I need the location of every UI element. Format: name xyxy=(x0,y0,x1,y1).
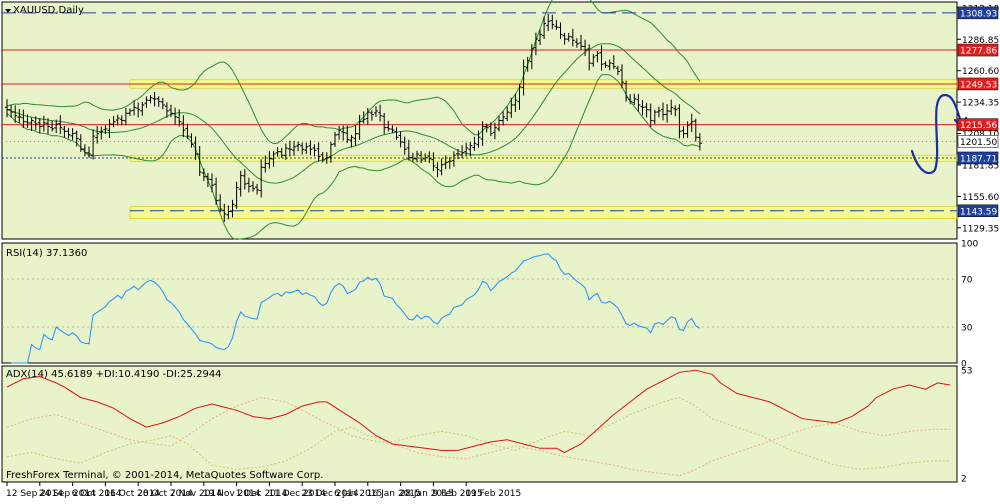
rsi-tick-label: 0 xyxy=(961,360,967,370)
time-tick-label: 16 Jan 2015 xyxy=(367,489,421,499)
adx-tick-label: 2 xyxy=(961,474,967,484)
bollinger-middle xyxy=(6,43,701,184)
price-bars xyxy=(5,13,702,223)
level-badge xyxy=(957,135,999,148)
level-label: 1249.53 xyxy=(960,80,997,90)
rsi-title: RSI(14) 37.1360 xyxy=(6,248,87,259)
level-label: 1308.93 xyxy=(960,9,997,19)
adx-title: ADX(14) 45.6189 +DI:10.4190 -DI:25.2944 xyxy=(6,369,222,380)
level-badge xyxy=(957,151,999,165)
time-tick-label: 6 Oct 2014 xyxy=(72,489,122,499)
time-tick-label: 19 Nov 2014 xyxy=(203,489,261,499)
level-label: 1215.56 xyxy=(960,121,997,131)
time-tick-label: 11 Dec 2014 xyxy=(268,489,326,499)
level-label: 1143.59 xyxy=(960,207,997,217)
time-tick-label: 1 Dec 2014 xyxy=(236,489,288,499)
time-tick-label: 24 Sep 2014 xyxy=(39,489,96,499)
highlight-zone xyxy=(129,206,959,219)
time-tick-label: 28 Oct 2014 xyxy=(137,489,193,499)
price-chart-title: XAUUSD,Daily xyxy=(13,5,84,16)
di-plus-line xyxy=(6,397,950,470)
price-tick-label: 1181.85 xyxy=(962,161,999,171)
time-tick-label: 7 Nov 2014 xyxy=(170,489,222,499)
time-tick-label: 23 Dec 2014 xyxy=(301,489,359,499)
rsi-tick-label: 70 xyxy=(961,276,973,286)
price-tick-label: 1286.85 xyxy=(962,36,999,46)
level-label: 1201.50 xyxy=(960,138,997,148)
level-labels: 1308.93 1277.86 1249.53 1215.56 1201.50 1187.… xyxy=(957,6,999,218)
price-tick-label: 1208.10 xyxy=(962,130,999,140)
level-label: 1277.86 xyxy=(960,47,997,57)
time-tick-label: 6 Jan 2015 xyxy=(334,489,382,499)
level-badge xyxy=(957,6,999,20)
copyright-footer: FreshForex Terminal, © 2001-2014, MetaQu… xyxy=(6,470,323,481)
rsi-panel-background xyxy=(1,242,958,364)
bollinger-bands xyxy=(6,0,701,241)
price-tick-label: 1155.60 xyxy=(962,193,999,203)
level-badge xyxy=(957,204,999,218)
rsi-tick-label: 100 xyxy=(961,240,978,250)
adx-line xyxy=(6,369,951,454)
adx-panel: 53 2 xyxy=(6,367,972,484)
price-tick-label: 1260.60 xyxy=(962,67,999,77)
bollinger-upper xyxy=(6,0,701,145)
rsi-line xyxy=(11,253,701,364)
adx-tick-label: 53 xyxy=(961,367,972,377)
level-label: 1187.71 xyxy=(960,154,997,164)
level-badge xyxy=(957,118,999,131)
time-tick-label: 16 Oct 2014 xyxy=(104,489,160,499)
level-badge xyxy=(957,43,999,57)
time-tick-label: 9 Feb 2015 xyxy=(432,489,482,499)
price-tick-label: 1129.35 xyxy=(962,224,999,234)
level-badge xyxy=(957,77,999,91)
adx-panel-background xyxy=(1,365,958,483)
price-tick-label: 1234.35 xyxy=(962,99,999,109)
di-minus-line xyxy=(6,397,950,477)
rsi-panel: 100 70 30 0 xyxy=(2,240,978,370)
time-tick-label: 28 Jan 2015 xyxy=(400,489,454,499)
horizontal-levels xyxy=(2,12,957,212)
symbol-arrow-icon xyxy=(5,9,11,13)
price-panel-background xyxy=(1,1,958,240)
rsi-tick-label: 30 xyxy=(961,324,973,334)
time-tick-label: 19 Feb 2015 xyxy=(465,489,521,499)
projection-curve xyxy=(910,93,964,175)
time-tick-label: 12 Sep 2014 xyxy=(6,489,63,499)
bollinger-lower xyxy=(6,73,701,241)
